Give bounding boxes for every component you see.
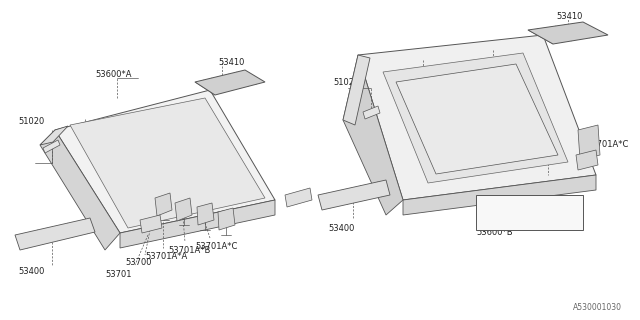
Polygon shape — [40, 126, 68, 145]
Text: A530001030: A530001030 — [573, 303, 622, 312]
Polygon shape — [120, 200, 275, 248]
Polygon shape — [140, 215, 162, 233]
Polygon shape — [175, 198, 192, 221]
Polygon shape — [70, 98, 265, 228]
Text: 53400: 53400 — [328, 224, 355, 233]
Text: 53701A*B: 53701A*B — [476, 210, 518, 219]
Polygon shape — [318, 180, 390, 210]
Polygon shape — [363, 106, 380, 119]
Polygon shape — [155, 193, 172, 216]
Polygon shape — [343, 55, 403, 215]
Polygon shape — [383, 53, 568, 183]
Polygon shape — [343, 55, 370, 125]
Polygon shape — [285, 188, 312, 207]
Text: 53701: 53701 — [105, 270, 131, 279]
Text: 53701A*A: 53701A*A — [145, 252, 188, 261]
Polygon shape — [396, 64, 558, 174]
Text: 53410: 53410 — [556, 12, 582, 21]
Text: 51020: 51020 — [333, 78, 359, 87]
Polygon shape — [218, 208, 235, 230]
Polygon shape — [403, 175, 596, 215]
Polygon shape — [40, 130, 120, 250]
Polygon shape — [528, 22, 608, 44]
Polygon shape — [576, 150, 598, 170]
Text: 53701A*B: 53701A*B — [168, 246, 211, 255]
Text: 51020: 51020 — [18, 117, 44, 126]
Polygon shape — [197, 203, 214, 225]
Text: 53700: 53700 — [125, 258, 152, 267]
Text: 53400: 53400 — [18, 267, 44, 276]
Text: 53410: 53410 — [218, 58, 244, 67]
Text: 53701A*C: 53701A*C — [195, 242, 237, 251]
Polygon shape — [55, 90, 275, 233]
Polygon shape — [195, 70, 265, 95]
Text: 53600*B: 53600*B — [476, 228, 513, 237]
Text: 53600*A: 53600*A — [95, 70, 131, 79]
Polygon shape — [578, 125, 600, 160]
Polygon shape — [43, 140, 60, 153]
Polygon shape — [358, 35, 596, 200]
Polygon shape — [476, 195, 583, 230]
Polygon shape — [15, 218, 95, 250]
Text: 53701A*C: 53701A*C — [586, 140, 628, 149]
